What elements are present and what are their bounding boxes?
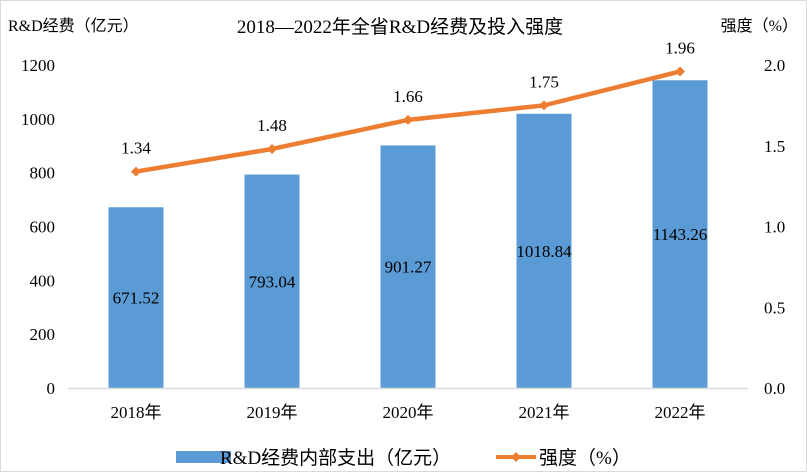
bar-data-label: 1143.26 — [653, 225, 708, 244]
bar-data-label: 671.52 — [113, 289, 160, 308]
right-tick-label: 2.0 — [764, 56, 785, 75]
legend-bar-swatch — [176, 451, 231, 463]
x-tick-label: 2022年 — [655, 403, 706, 422]
left-tick-label: 600 — [30, 218, 56, 237]
line-data-label: 1.48 — [257, 116, 287, 135]
right-tick-label: 0.0 — [764, 379, 785, 398]
legend-bar-label: R&D经费内部支出（亿元） — [220, 447, 451, 469]
left-tick-label: 800 — [30, 164, 56, 183]
line-marker — [267, 143, 277, 154]
x-tick-label: 2021年 — [519, 403, 570, 422]
left-tick-label: 0 — [47, 379, 56, 398]
bar-data-label: 793.04 — [249, 272, 296, 291]
x-tick-label: 2019年 — [247, 403, 298, 422]
bar — [380, 145, 436, 388]
line-data-label: 1.96 — [665, 38, 695, 57]
right-tick-label: 1.5 — [764, 137, 785, 156]
bar-data-label: 901.27 — [385, 258, 432, 277]
bar-data-label: 1018.84 — [516, 242, 572, 261]
right-axis-title: 强度（%） — [721, 17, 798, 35]
right-tick-label: 1.0 — [764, 218, 785, 237]
line-marker — [131, 166, 141, 177]
line-marker — [675, 66, 685, 77]
legend-line-label: 强度（%） — [539, 447, 631, 469]
bar — [108, 207, 164, 388]
left-tick-label: 200 — [30, 325, 56, 344]
left-tick-label: 1200 — [21, 56, 55, 75]
line-marker — [403, 114, 413, 125]
line-data-label: 1.66 — [393, 87, 423, 106]
left-tick-label: 1000 — [21, 110, 55, 129]
line-data-label: 1.75 — [529, 72, 559, 91]
line-marker — [539, 100, 549, 111]
right-tick-label: 0.5 — [764, 298, 785, 317]
line-data-label: 1.34 — [121, 139, 151, 158]
bar — [652, 80, 708, 388]
left-tick-label: 400 — [30, 271, 56, 290]
left-axis-title: R&D经费（亿元） — [8, 17, 139, 35]
bar — [516, 113, 572, 388]
legend-line-marker — [511, 452, 521, 462]
x-tick-label: 2020年 — [383, 403, 434, 422]
chart-title: 2018—2022年全省R&D经费及投入强度 — [237, 16, 563, 38]
x-tick-label: 2018年 — [111, 403, 162, 422]
bar — [244, 174, 300, 388]
